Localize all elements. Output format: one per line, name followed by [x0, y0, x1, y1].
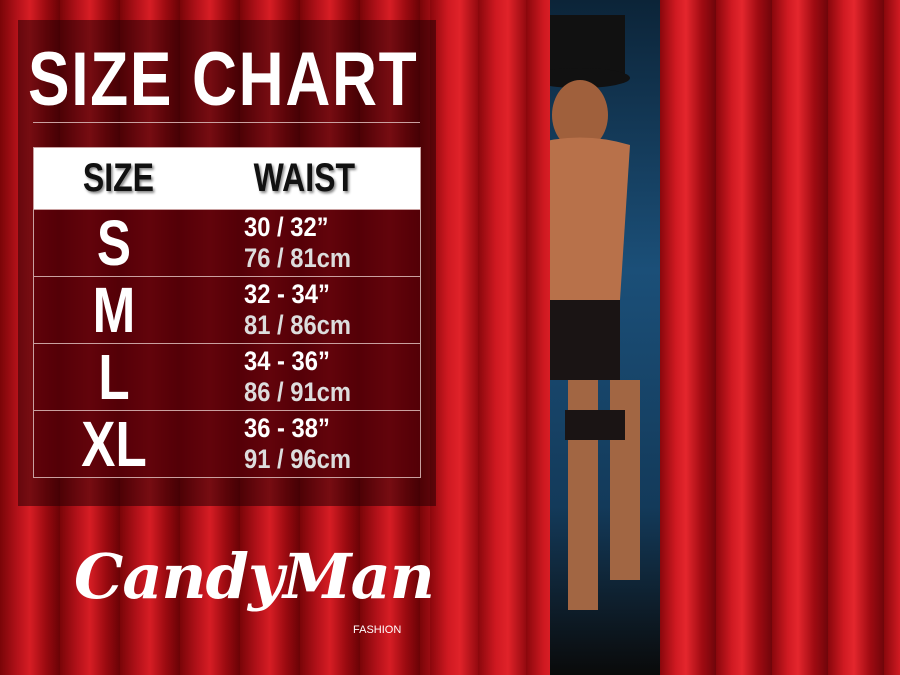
table-row: L 34 - 36” 86 / 91cm — [34, 341, 420, 413]
waist-cm: 81 / 86cm — [244, 310, 352, 340]
table-row: M 32 - 34” 81 / 86cm — [34, 274, 420, 346]
divider — [33, 122, 420, 123]
size-table: SIZE WAIST S 30 / 32” 76 / 81cm M 32 - 34… — [33, 147, 421, 480]
table-row: S 30 / 32” 76 / 81cm — [34, 207, 420, 279]
size-label: XL — [81, 408, 147, 480]
brand-subtitle: FASHION — [353, 624, 402, 636]
waist-inches: 32 - 34” — [244, 279, 330, 309]
waist-inches: 30 / 32” — [244, 212, 329, 242]
waist-cm: 86 / 91cm — [244, 377, 352, 407]
header-size: SIZE — [82, 156, 155, 200]
waist-cm: 76 / 81cm — [244, 243, 352, 273]
waist-inches: 34 - 36” — [244, 346, 330, 376]
right-curtain — [660, 0, 900, 675]
brand-logo: CandyMan — [74, 540, 435, 613]
model-photo — [530, 15, 640, 610]
table-row: XL 36 - 38” 91 / 96cm — [34, 408, 420, 480]
left-curtain — [430, 0, 550, 675]
waist-inches: 36 - 38” — [244, 413, 330, 443]
size-label: M — [92, 274, 136, 346]
size-label: L — [98, 341, 130, 413]
table-header: SIZE WAIST — [34, 148, 420, 209]
header-waist: WAIST — [253, 156, 355, 200]
waist-cm: 91 / 96cm — [244, 444, 352, 474]
page-title: SIZE CHART — [28, 37, 419, 122]
size-label: S — [96, 207, 132, 279]
